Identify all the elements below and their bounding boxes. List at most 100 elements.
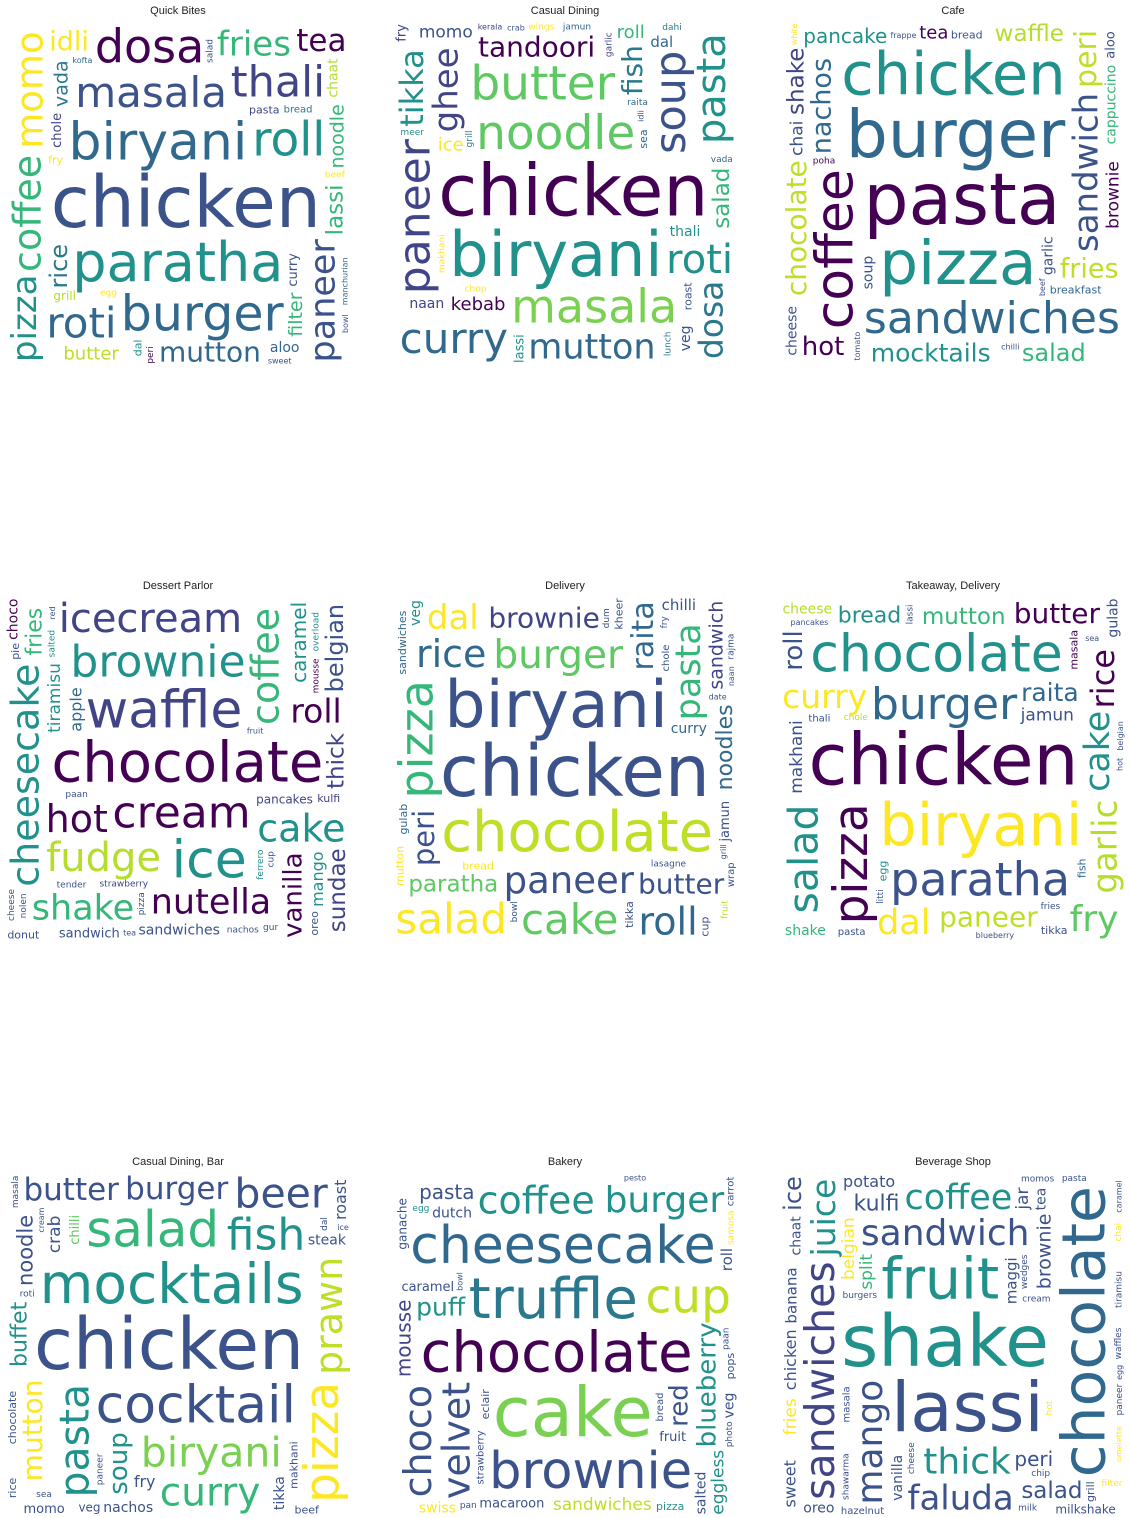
word-date: date xyxy=(709,693,727,702)
word-hot: hot xyxy=(802,332,845,362)
word-bread: bread xyxy=(462,860,494,873)
word-roll: roll xyxy=(780,630,809,670)
word-chicken: chicken xyxy=(440,730,710,813)
word-pops: pops xyxy=(724,1353,737,1380)
word-milk: milk xyxy=(1018,1504,1038,1514)
word-coffee: coffee xyxy=(5,155,49,272)
wordcloud-panel-cafe: Cafe pasta burger pizza chicken coffee sandwi… xyxy=(780,4,1126,367)
word-gur: gur xyxy=(263,923,278,933)
word-nachos: nachos xyxy=(227,926,259,936)
word-pasta: pasta xyxy=(249,103,280,116)
word-sandwiches: sandwiches xyxy=(864,293,1120,344)
word-red: red xyxy=(664,1384,694,1427)
word-paratha: paratha xyxy=(890,852,1070,906)
word-chicken: chicken xyxy=(781,1329,800,1390)
wordcloud-panel-casual-dining: Casual Dining chicken biryani noodle butter… xyxy=(392,4,738,367)
word-masala: masala xyxy=(842,1386,853,1422)
word-split: split xyxy=(857,1254,877,1290)
word-masala: masala xyxy=(11,1176,21,1209)
word-tomato: tomato xyxy=(853,332,862,361)
word-idli: idli xyxy=(637,110,646,122)
word-manchurian: manchurian xyxy=(341,257,350,305)
word-icecream: icecream xyxy=(59,596,242,642)
word-salad: salad xyxy=(1022,339,1086,367)
word-hot: hot xyxy=(1115,758,1124,771)
word-tikka: tikka xyxy=(272,1476,288,1510)
word-lassi: lassi xyxy=(891,1368,1044,1448)
word-fish: fish xyxy=(227,1210,306,1261)
word-bread: bread xyxy=(951,28,983,41)
word-momos: momos xyxy=(1021,1175,1055,1185)
word-dutch: dutch xyxy=(432,1205,472,1221)
word-chole: chole xyxy=(844,713,869,723)
word-thick: thick xyxy=(923,1442,1011,1483)
word-coffee: coffee xyxy=(244,608,288,725)
word-jamun: jamun xyxy=(1020,706,1074,726)
word-kerala: kerala xyxy=(478,23,503,32)
word-cocktail: cocktail xyxy=(96,1376,296,1436)
word-egg: egg xyxy=(412,1204,429,1214)
word-sweet: sweet xyxy=(781,1460,800,1507)
word-roll: roll xyxy=(718,1248,736,1271)
wordcloud-panel-quick-bites: Quick Bites chicken biryani paratha masala b… xyxy=(5,4,351,367)
word-swiss: swiss xyxy=(419,1501,456,1517)
word-wrap: wrap xyxy=(726,862,737,887)
word-soup: soup xyxy=(861,256,877,290)
word-roti: roti xyxy=(20,1289,35,1299)
chart-title: Beverage Shop xyxy=(915,1156,991,1168)
word-makhani: makhani xyxy=(438,234,448,273)
word-lassi: lassi xyxy=(513,334,528,363)
word-tea: tea xyxy=(919,22,948,43)
word-brownie: brownie xyxy=(70,637,245,688)
word-sandwich: sandwich xyxy=(59,926,120,941)
word-fry: fry xyxy=(1070,899,1119,940)
word-curry: curry xyxy=(160,1471,261,1516)
word-fruit: fruit xyxy=(881,1247,999,1313)
word-jar: jar xyxy=(1013,1188,1033,1211)
word-tea: tea xyxy=(296,23,346,59)
word-sandwich: sandwich xyxy=(861,1213,1030,1254)
word-raita: raita xyxy=(627,98,648,108)
word-juice: juice xyxy=(804,1179,843,1258)
word-coffee: coffee xyxy=(806,169,866,329)
word-cheesecake: cheesecake xyxy=(410,1216,715,1276)
word-fruit: fruit xyxy=(721,900,731,919)
word-sandwich: sandwich xyxy=(706,601,728,690)
word-tikka: tikka xyxy=(393,49,431,127)
word-raita: raita xyxy=(1021,678,1079,707)
word-roti: roti xyxy=(666,237,733,283)
word-wedges: wedges xyxy=(1020,1254,1030,1289)
word-carrot: carrot xyxy=(726,1177,737,1207)
word-pizza: pizza xyxy=(392,680,443,798)
word-jamun: jamun xyxy=(718,801,733,843)
word-pasta: pasta xyxy=(51,1384,99,1498)
word-mutton: mutton xyxy=(922,604,1006,630)
word-blueberry: blueberry xyxy=(976,931,1015,940)
word-mutton: mutton xyxy=(159,336,261,367)
word-rice: rice xyxy=(1084,649,1122,708)
word-pancake: pancake xyxy=(803,24,887,48)
word-sandwich: sandwich xyxy=(1067,93,1107,252)
word-kebab: kebab xyxy=(451,294,506,315)
word-nachos: nachos xyxy=(103,1500,153,1516)
word-curry: curry xyxy=(782,677,867,716)
word-fry: fry xyxy=(395,24,410,42)
word-paneer: paneer xyxy=(392,138,441,294)
word-omelette: omelette xyxy=(1115,1426,1124,1462)
word-lassi: lassi xyxy=(906,604,916,624)
word-hazelnut: hazelnut xyxy=(841,1506,884,1517)
word-fries: fries xyxy=(1041,902,1061,912)
word-egg: egg xyxy=(876,861,889,882)
word-blueberry: blueberry xyxy=(693,1322,723,1447)
word-veg: veg xyxy=(722,1393,738,1419)
word-mocktails: mocktails xyxy=(871,338,991,367)
word-grill: grill xyxy=(1084,1481,1097,1502)
word-pizza: pizza xyxy=(5,275,45,363)
word-roll: roll xyxy=(290,691,341,730)
word-butter: butter xyxy=(23,1172,119,1208)
word-waffle: waffle xyxy=(86,681,243,741)
chart-title: Cafe xyxy=(941,5,965,17)
word-chicken: chicken xyxy=(438,149,708,232)
